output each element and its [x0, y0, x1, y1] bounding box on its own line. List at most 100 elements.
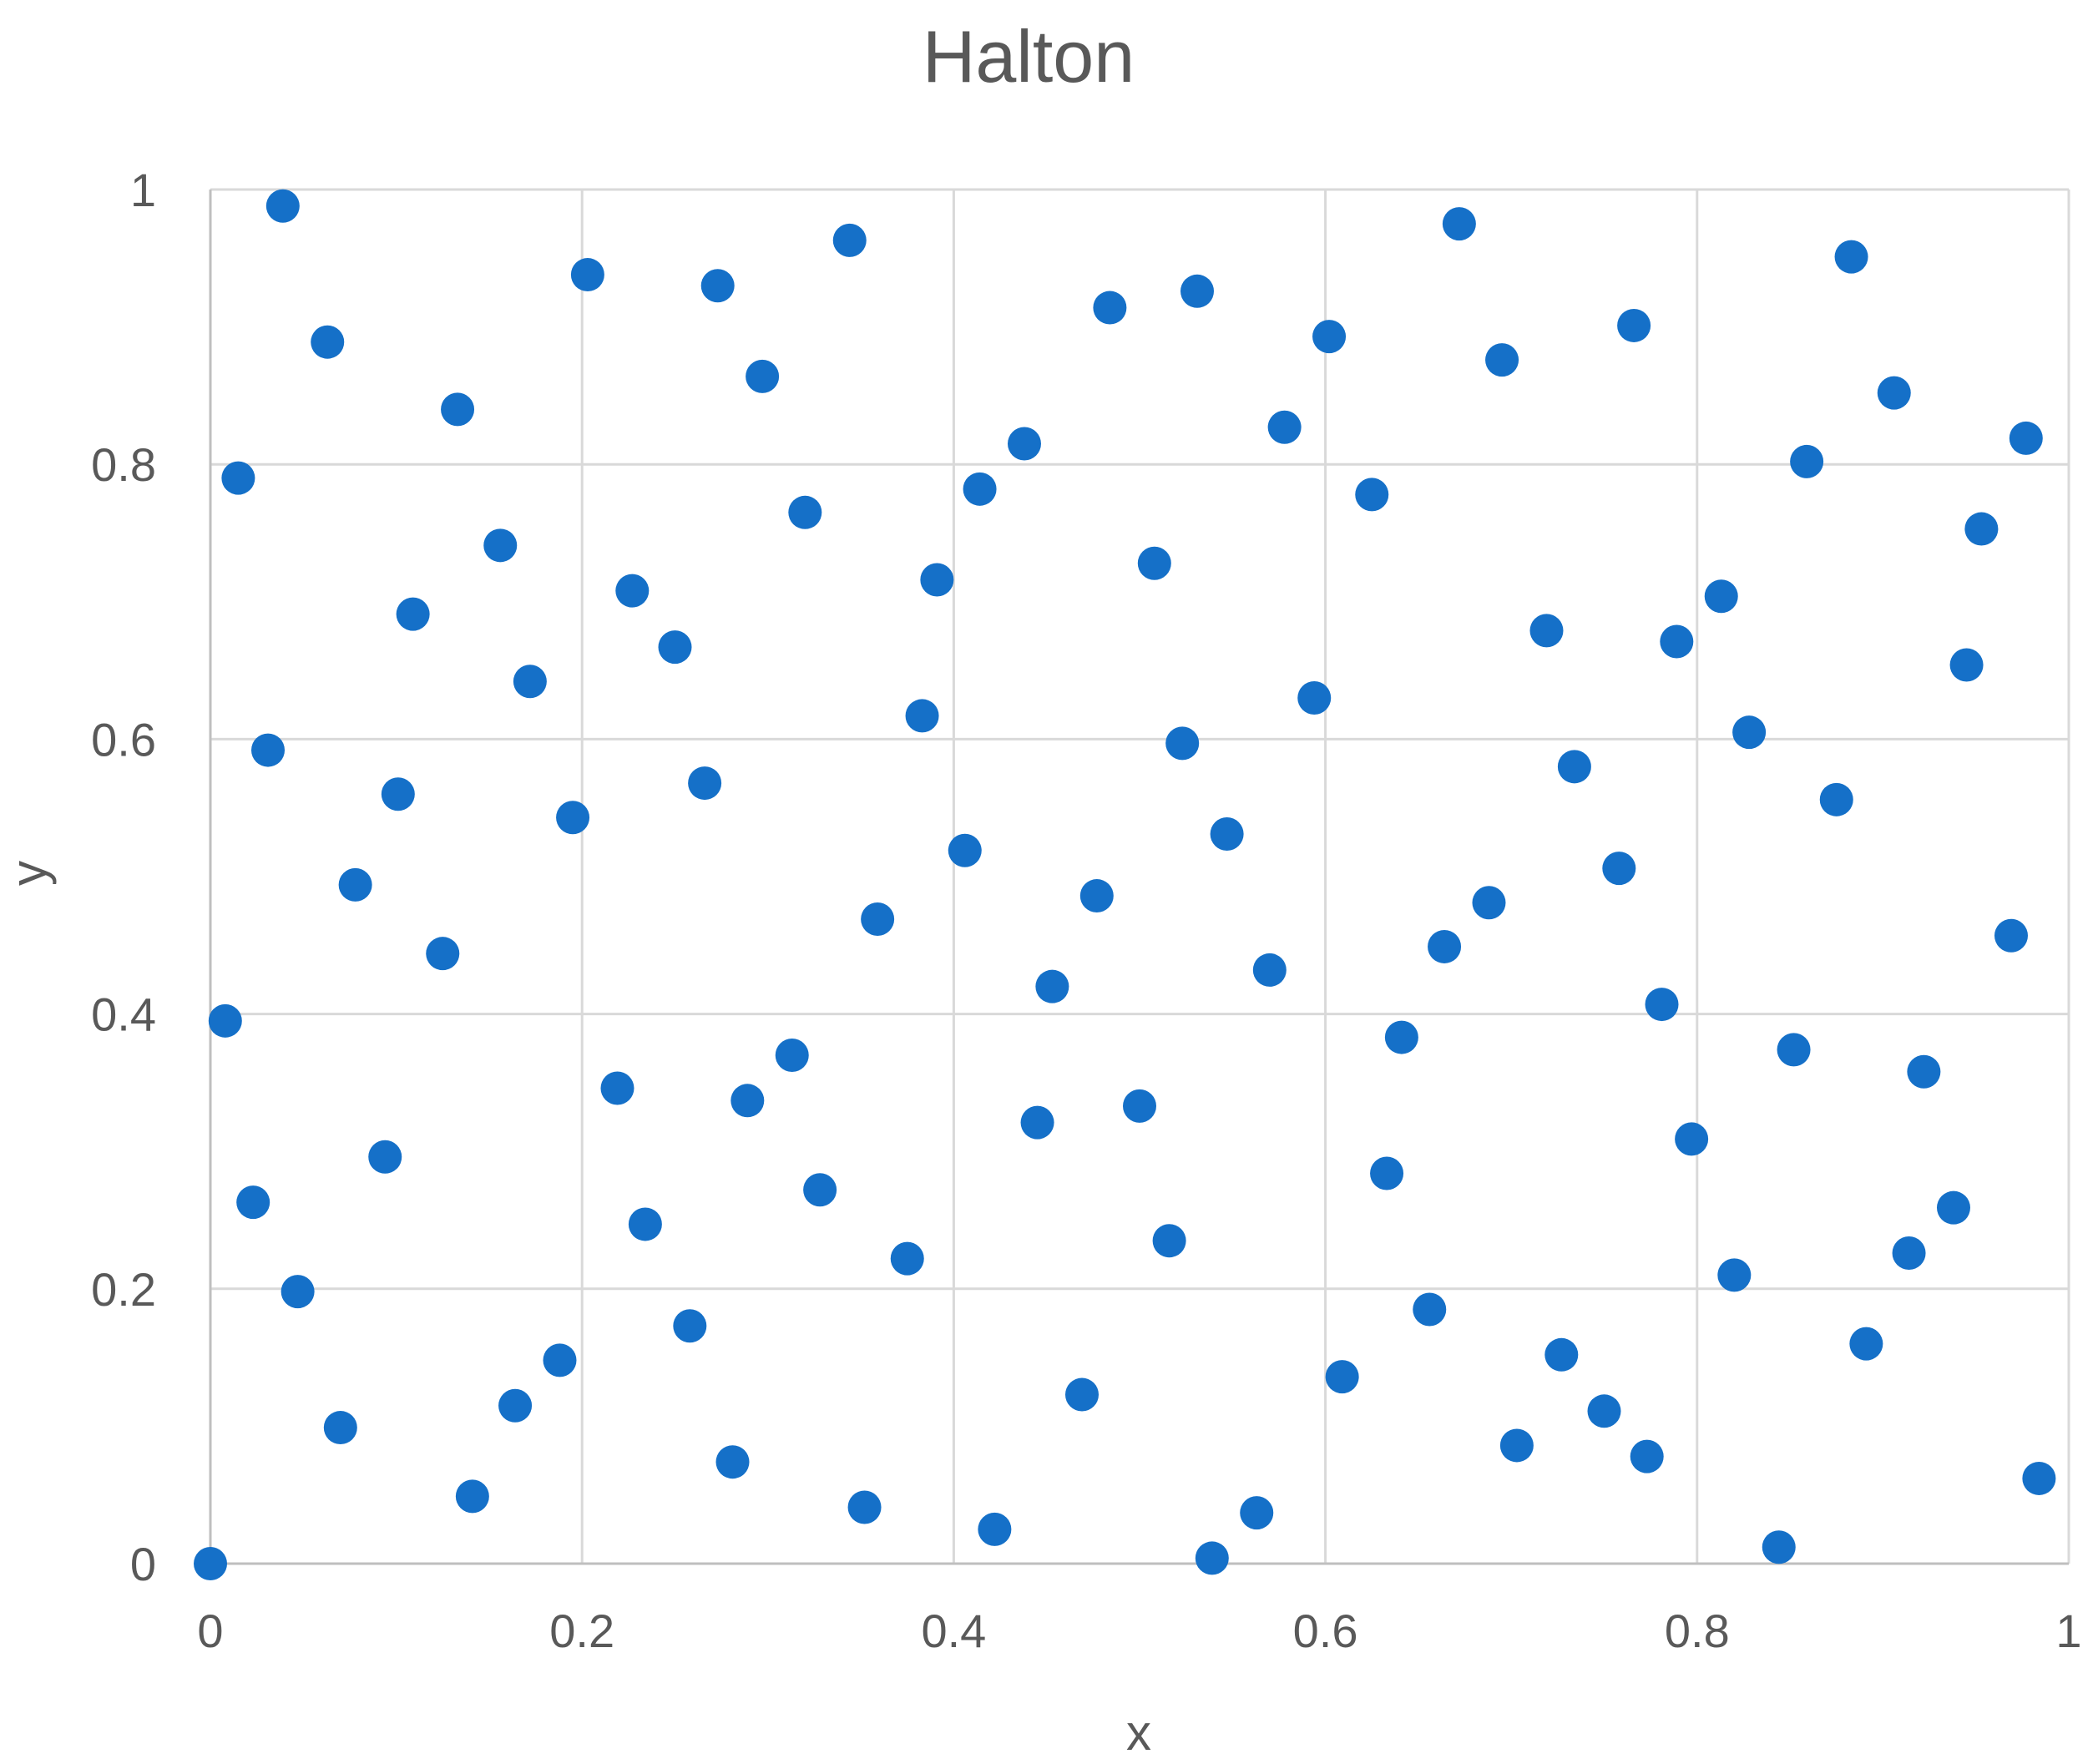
- data-point: [978, 1512, 1012, 1546]
- data-point: [1936, 1190, 1970, 1225]
- data-point: [1964, 512, 1999, 546]
- x-tick-label: 1: [2055, 1605, 2081, 1657]
- data-point: [1240, 1496, 1274, 1530]
- data-point: [1602, 852, 1636, 886]
- data-point: [368, 1140, 402, 1174]
- data-point: [1312, 320, 1347, 354]
- data-point: [715, 1445, 750, 1479]
- data-point: [381, 777, 415, 811]
- data-point: [1717, 1258, 1752, 1292]
- data-point: [1137, 546, 1171, 580]
- data-point: [1093, 291, 1127, 325]
- y-tick-label: 0.8: [91, 438, 156, 491]
- data-point: [1704, 579, 1738, 614]
- data-point: [2009, 421, 2043, 455]
- data-point: [1587, 1394, 1621, 1428]
- data-point: [338, 867, 372, 902]
- data-point: [221, 461, 255, 495]
- data-point: [1645, 988, 1679, 1022]
- data-point: [323, 1411, 357, 1445]
- data-point: [658, 630, 692, 665]
- data-point: [832, 223, 867, 257]
- data-point: [1485, 343, 1519, 377]
- data-point: [1877, 376, 1911, 410]
- y-axis-label: y: [1, 861, 57, 886]
- data-point: [1079, 879, 1114, 913]
- data-point: [847, 1490, 882, 1524]
- data-point: [1557, 750, 1591, 784]
- data-point: [426, 937, 460, 971]
- data-point: [1630, 1439, 1664, 1473]
- y-tick-label: 0.4: [91, 988, 156, 1041]
- data-point: [1152, 1224, 1186, 1258]
- data-point: [498, 1388, 533, 1423]
- data-point: [1165, 726, 1200, 761]
- data-point: [731, 1084, 765, 1118]
- x-axis-label: x: [1126, 1705, 1151, 1761]
- data-point: [1355, 478, 1389, 512]
- data-point: [208, 1003, 242, 1038]
- data-point: [688, 766, 722, 801]
- data-point: [861, 902, 895, 937]
- data-point: [311, 325, 345, 359]
- data-point: [1834, 240, 1868, 274]
- data-point: [628, 1207, 662, 1241]
- data-point: [1892, 1236, 1926, 1271]
- data-point: [1035, 969, 1069, 1003]
- x-tick-labels: 0 0.2 0.4 0.6 0.8 1: [197, 1605, 2081, 1657]
- data-point: [236, 1185, 270, 1220]
- data-point: [441, 392, 475, 427]
- data-point: [746, 359, 780, 393]
- data-point: [1428, 929, 1462, 963]
- data-point: [673, 1309, 707, 1343]
- x-tick-label: 0.8: [1665, 1605, 1730, 1657]
- data-point: [920, 563, 954, 597]
- data-point: [1007, 427, 1041, 461]
- data-point: [1020, 1105, 1054, 1140]
- y-tick-label: 0: [130, 1538, 156, 1590]
- data-point: [1790, 444, 1824, 478]
- data-point: [1252, 953, 1287, 987]
- data-point: [2022, 1461, 2056, 1495]
- data-point: [1267, 410, 1302, 444]
- data-point: [775, 1038, 809, 1072]
- data-point: [1777, 1033, 1811, 1067]
- data-point: [1472, 886, 1506, 920]
- data-point: [803, 1173, 837, 1207]
- data-point: [396, 597, 430, 631]
- data-point: [281, 1275, 315, 1309]
- data-point: [1325, 1360, 1359, 1394]
- data-point: [1544, 1337, 1579, 1372]
- data-point: [1660, 624, 1694, 659]
- x-tick-label: 0.6: [1293, 1605, 1358, 1657]
- data-point: [455, 1479, 489, 1514]
- data-point: [1994, 918, 2028, 953]
- data-point: [890, 1241, 924, 1276]
- data-point: [556, 801, 590, 835]
- data-point: [513, 665, 547, 699]
- data-point: [483, 528, 518, 563]
- data-point: [1762, 1530, 1796, 1564]
- data-point: [1732, 715, 1767, 750]
- data-point: [194, 1547, 227, 1580]
- data-point: [251, 733, 286, 767]
- data-point: [1907, 1054, 1941, 1089]
- data-point: [1384, 1020, 1418, 1054]
- data-point: [1529, 614, 1564, 648]
- data-point: [963, 472, 997, 506]
- data-point: [570, 258, 604, 292]
- chart-title: Halton: [923, 15, 1135, 98]
- y-tick-labels: 0 0.2 0.4 0.6 0.8 1: [91, 164, 156, 1590]
- data-point: [615, 574, 650, 608]
- y-tick-label: 1: [130, 164, 156, 216]
- data-point: [1819, 782, 1853, 816]
- x-tick-label: 0.4: [921, 1605, 986, 1657]
- data-point: [1675, 1122, 1709, 1156]
- x-tick-label: 0.2: [549, 1605, 614, 1657]
- data-points: [194, 189, 2056, 1580]
- data-point: [1123, 1089, 1156, 1123]
- x-tick-label: 0: [197, 1605, 223, 1657]
- data-point: [1195, 1541, 1229, 1575]
